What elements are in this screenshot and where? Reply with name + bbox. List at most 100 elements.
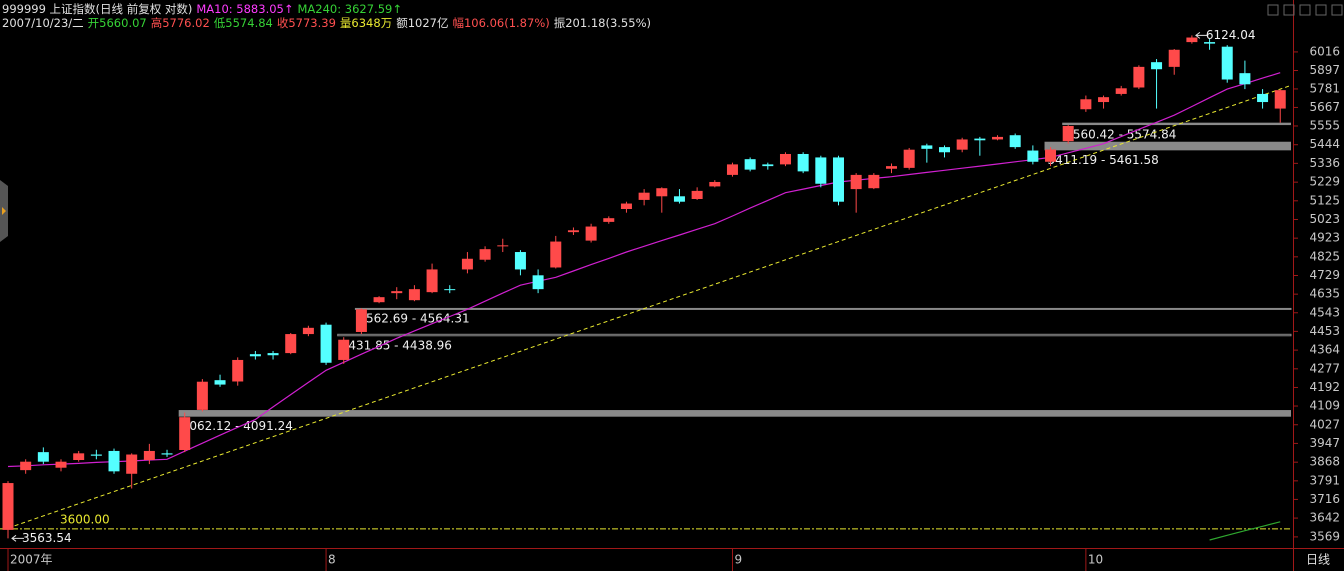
y-tick-label: 5229 — [1309, 175, 1340, 189]
extreme-label: 3563.54 — [22, 531, 72, 545]
header-item: 额1027亿 — [396, 16, 449, 30]
y-tick-label: 4729 — [1309, 268, 1340, 282]
candle-body — [1045, 149, 1057, 162]
candle-body — [37, 452, 49, 462]
gap-band — [337, 333, 1292, 337]
candle-body — [1062, 125, 1074, 142]
candle-body — [815, 157, 827, 184]
candle-body — [373, 297, 385, 303]
candle-body — [355, 309, 367, 332]
candle-body — [514, 252, 526, 270]
candle-body — [1168, 49, 1180, 67]
candle-body — [673, 196, 685, 202]
y-tick-label: 4027 — [1309, 417, 1340, 431]
ma-line — [1209, 521, 1281, 541]
y-tick-label: 5444 — [1309, 137, 1340, 151]
x-tick-label: 9 — [734, 553, 742, 567]
window-button[interactable] — [1331, 4, 1343, 16]
candle-body — [2, 483, 14, 530]
candle-body — [338, 339, 350, 360]
candle-body — [196, 381, 208, 410]
candle-body — [1080, 99, 1092, 110]
window-button[interactable] — [1267, 4, 1279, 16]
level-label: 3600.00 — [60, 512, 110, 526]
window-button[interactable] — [1315, 4, 1327, 16]
gap-band — [354, 307, 1292, 310]
candle-body — [161, 453, 173, 455]
y-tick-label: 4109 — [1309, 399, 1340, 413]
candle-body — [285, 334, 297, 354]
candle-body — [1257, 93, 1269, 103]
candle-body — [1098, 97, 1110, 103]
extreme-label: 6124.04 — [1206, 28, 1256, 42]
header-line: 2007/10/23/二 开5660.07 高5776.02 低5574.84 收577… — [2, 16, 655, 30]
header-item: 开5660.07 — [87, 16, 147, 30]
y-tick-label: 4192 — [1309, 380, 1340, 394]
candle-body — [55, 461, 67, 468]
y-tick-label: 3642 — [1309, 511, 1340, 525]
candle-body — [550, 241, 562, 268]
period-label: 日线 — [1306, 553, 1330, 567]
candle-body — [656, 188, 668, 197]
y-tick-label: 4543 — [1309, 305, 1340, 319]
y-tick-label: 3716 — [1309, 492, 1340, 506]
candle-body — [320, 324, 332, 363]
candle-body — [903, 149, 915, 168]
candle-body — [567, 230, 579, 233]
candle-body — [868, 174, 880, 189]
candle-body — [850, 174, 862, 190]
candle-body — [638, 192, 650, 200]
gap-band — [178, 410, 1292, 417]
candle-body — [744, 159, 756, 170]
gap-label: 5560.42 - 5574.84 — [1065, 128, 1176, 142]
header-item: 振201.18(3.55%) — [553, 16, 651, 30]
candle-body — [832, 157, 844, 202]
y-tick-label: 4277 — [1309, 361, 1340, 375]
header-item: 999999 上证指数(日线 前复权 对数) — [2, 2, 193, 16]
header-item: 幅106.06(1.87%) — [452, 16, 550, 30]
candle-body — [391, 291, 403, 294]
gap-label: 4431.85 - 4438.96 — [341, 338, 452, 352]
header-item: 量6348万 — [339, 16, 393, 30]
y-tick-label: 4635 — [1309, 287, 1340, 301]
header-item: 低5574.84 — [213, 16, 273, 30]
header-item: 高5776.02 — [150, 16, 210, 30]
candle-body — [585, 226, 597, 241]
candle-body — [1186, 37, 1198, 43]
candle-body — [179, 417, 191, 451]
y-tick-label: 5781 — [1309, 81, 1340, 95]
candle-body — [497, 245, 509, 247]
candle-body — [620, 203, 632, 210]
candle-body — [1151, 62, 1163, 70]
candle-body — [90, 454, 102, 456]
extreme-arrow — [11, 534, 24, 542]
y-tick-label: 5023 — [1309, 212, 1340, 226]
candle-body — [691, 190, 703, 199]
candle-body — [1115, 88, 1127, 94]
x-tick-label: 2007年 — [10, 553, 53, 567]
candle-body — [444, 289, 456, 291]
candle-body — [1239, 73, 1251, 85]
window-button[interactable] — [1299, 4, 1311, 16]
candle-body — [232, 359, 244, 382]
gap-label: 4062.12 - 4091.24 — [182, 419, 293, 433]
ma-line — [7, 72, 1281, 468]
candle-body — [762, 164, 774, 167]
y-tick-label: 3791 — [1309, 473, 1340, 487]
y-tick-label: 5667 — [1309, 100, 1340, 114]
gap-label: 5411.19 - 5461.58 — [1048, 153, 1159, 167]
header-item: 2007/10/23/二 — [2, 16, 84, 30]
header-item: MA10: 5883.05↑ — [196, 2, 294, 16]
x-tick-label: 10 — [1088, 553, 1103, 567]
gap-band — [1044, 141, 1291, 151]
y-tick-label: 3947 — [1309, 436, 1340, 450]
window-button[interactable] — [1283, 4, 1295, 16]
candle-body — [992, 136, 1004, 140]
candle-body — [921, 145, 933, 149]
candle-body — [302, 327, 314, 335]
trend-line — [7, 84, 1292, 529]
extreme-arrow — [1195, 31, 1208, 39]
y-tick-label: 4453 — [1309, 324, 1340, 338]
